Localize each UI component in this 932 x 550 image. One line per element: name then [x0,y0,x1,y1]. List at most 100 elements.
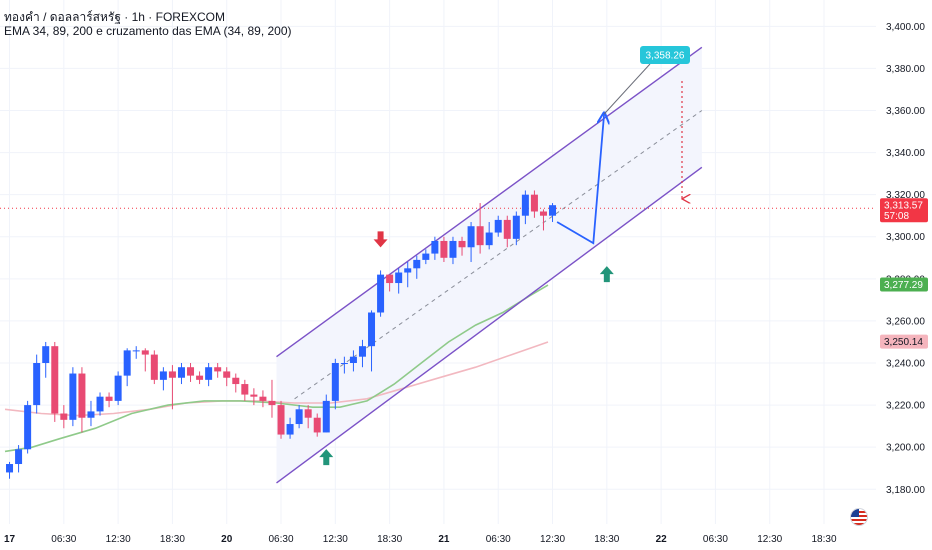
target-label-text: 3,358.26 [646,51,685,62]
buy-arrow-icon [599,266,614,283]
candle [187,363,195,382]
candle [458,236,466,256]
y-tick-label: 3,380.00 [886,64,925,75]
candle-body [15,449,23,465]
x-tick-label: 06:30 [269,534,294,545]
channel-lower-line [276,166,703,484]
candle [530,190,538,218]
candle-body [340,363,348,365]
candle [422,249,430,265]
ema-fast-tag-box [880,277,928,292]
candle [105,392,113,408]
x-tick-label: 06:30 [51,534,76,545]
candle-body [6,464,14,473]
candle-body [476,226,484,246]
us-flag-icon [850,508,868,526]
candle [33,354,41,414]
candle [96,392,104,416]
ema-slow-tag-box [880,334,928,349]
candle-body [123,350,131,376]
candle [223,367,231,387]
x-tick-label: 17 [4,534,16,545]
channel-fill [276,47,702,483]
x-tick-label: 18:30 [377,534,402,545]
candle-body [404,268,412,273]
candle-body [431,240,439,254]
candle-body [368,312,376,347]
candle-body [214,367,222,372]
candle-body [467,226,475,248]
candle [268,379,276,418]
y-tick-label: 3,260.00 [886,316,925,327]
candle [395,268,403,294]
indicator-legend: EMA 34, 89, 200 e cruzamento das EMA (34… [4,24,292,38]
candle-body [304,409,312,418]
target-connector [603,63,651,115]
candle [141,348,149,372]
y-tick-label: 3,400.00 [886,22,925,33]
ema-slow-line [4,341,549,417]
candle-body [33,363,41,406]
candle [159,367,167,391]
candle-body [159,371,167,380]
candle-body [313,417,321,433]
candle-body [69,373,77,420]
candle-body [232,377,240,385]
candle-body [530,194,538,212]
candle [78,367,86,433]
projection-path [556,114,604,245]
candle [69,367,77,427]
candle-body [503,219,511,239]
candle [521,190,529,225]
candle [259,390,267,408]
target-label-box [640,46,690,64]
candle [386,274,394,292]
candle-body [413,259,421,269]
candle-body [377,274,385,313]
candle-body [168,371,176,378]
x-tick-label: 12:30 [540,534,565,545]
candle [150,350,158,385]
candle-body [549,205,557,216]
y-tick-label: 3,200.00 [886,443,925,454]
candle [358,339,366,368]
candle [322,394,330,433]
candle-body [223,371,231,378]
candle-body [295,409,303,425]
ema-slow-tag-text: 3,250.14 [884,337,923,348]
candle-body [196,375,204,380]
candle [295,405,303,429]
x-axis: 17 06:30 12:30 18:30 20 06:30 12:30 18:30 21 06:3… [4,534,837,545]
candle-body [386,274,394,284]
x-tick-label: 12:30 [757,534,782,545]
candle [503,215,511,248]
candle [467,222,475,262]
candle-body [539,211,547,216]
candle [449,236,457,265]
candle [304,405,312,429]
candle-body [241,384,249,395]
candle [6,461,14,479]
candle [404,262,412,288]
candle-body [422,253,430,260]
y-tick-label: 3,360.00 [886,106,925,117]
candle-body [268,400,276,406]
candle-body [521,194,529,216]
candle-body [250,394,258,397]
candle-body [177,367,185,378]
buy-arrow-icon [319,449,334,466]
candle-body [349,356,357,364]
candle-body [512,215,520,239]
candle [87,400,95,427]
candle [440,236,448,262]
candle-body [78,373,86,418]
candle [123,348,131,387]
candle-body [494,219,502,233]
y-tick-label: 3,220.00 [886,401,925,412]
candle-body [42,346,50,364]
x-tick-label: 22 [656,534,668,545]
candle [205,363,213,387]
y-tick-label: 3,340.00 [886,148,925,159]
y-tick-label: 3,300.00 [886,232,925,243]
